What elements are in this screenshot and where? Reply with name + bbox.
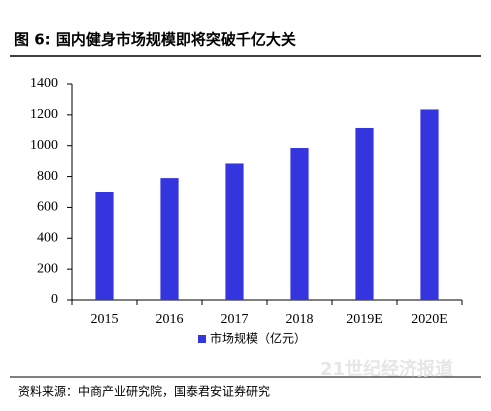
bar [355,127,374,300]
x-tick-label: 2017 [221,312,249,327]
x-tick-label: 2018 [286,312,314,327]
y-tick-label: 1200 [30,107,58,122]
watermark: 21世纪经济报道 [320,358,453,380]
bar [160,178,179,300]
source-note: 资料来源：中商产业研究院，国泰君安证券研究 [18,384,270,399]
x-tick-label: 2015 [91,312,119,327]
bar [225,163,244,300]
y-tick-label: 800 [37,169,58,184]
y-tick-label: 400 [37,231,58,246]
x-tick-label: 2020E [411,312,448,327]
legend-swatch [198,335,206,343]
x-tick-label: 2019E [346,312,383,327]
y-tick-label: 200 [37,261,58,276]
chart-title: 图 6: 国内健身市场规模即将突破千亿大关 [14,31,296,49]
y-tick-label: 0 [51,292,58,307]
x-tick-label: 2016 [156,312,184,327]
legend-label: 市场规模（亿元） [210,331,306,346]
bar [95,192,114,300]
bar [290,148,309,300]
bar [420,109,439,300]
y-tick-label: 1400 [30,76,58,91]
y-tick-label: 1000 [30,138,58,153]
y-tick-label: 600 [37,200,58,215]
